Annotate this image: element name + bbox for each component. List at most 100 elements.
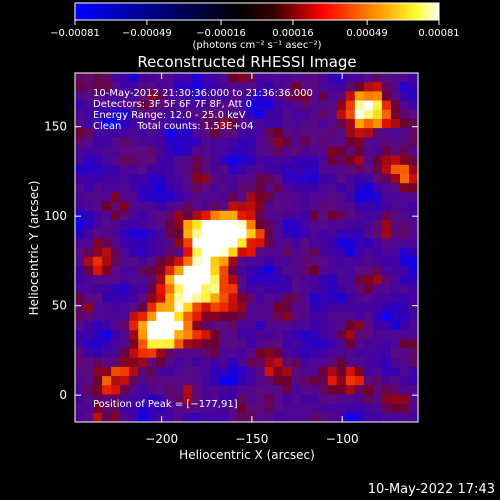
heatmap-cell: [165, 174, 175, 184]
heatmap-cell: [264, 275, 275, 285]
heatmap-cell: [174, 412, 184, 422]
heatmap-cell: [129, 348, 139, 359]
heatmap-cell: [237, 412, 248, 422]
heatmap-cell: [300, 275, 311, 285]
heatmap-cell: [219, 146, 230, 157]
heatmap-cell: [264, 412, 275, 422]
heatmap-cell: [309, 275, 320, 285]
heatmap-cell: [327, 330, 338, 340]
heatmap-cell: [219, 265, 230, 276]
heatmap-cell: [255, 302, 266, 313]
heatmap-cell: [156, 348, 166, 359]
heatmap-cell: [228, 238, 239, 249]
heatmap-cell: [408, 183, 418, 193]
heatmap-cell: [111, 357, 121, 368]
heatmap-cell: [255, 412, 266, 422]
heatmap-cell: [192, 219, 202, 230]
heatmap-cell: [381, 174, 392, 184]
heatmap-cell: [354, 247, 365, 258]
heatmap-cell: [219, 137, 230, 148]
heatmap-cell: [228, 73, 239, 83]
heatmap-cell: [183, 100, 193, 111]
heatmap-cell: [183, 91, 193, 102]
heatmap-cell: [228, 284, 239, 295]
heatmap-cell: [111, 256, 121, 267]
heatmap-cell: [327, 302, 338, 313]
heatmap-cell: [174, 118, 184, 129]
heatmap-cell: [174, 137, 184, 148]
heatmap-cell: [111, 82, 121, 92]
heatmap-cell: [174, 339, 184, 350]
heatmap-cell: [300, 348, 311, 359]
heatmap-cell: [138, 201, 148, 212]
heatmap-cell: [273, 357, 284, 368]
heatmap-cell: [345, 174, 356, 184]
heatmap-cell: [165, 376, 175, 386]
heatmap-cell: [75, 118, 85, 129]
heatmap-cell: [84, 293, 94, 304]
heatmap-cell: [390, 302, 401, 313]
heatmap-cell: [408, 385, 418, 396]
heatmap-cell: [147, 137, 157, 148]
heatmap-cell: [255, 137, 266, 148]
heatmap-cell: [291, 137, 302, 148]
heatmap-cell: [201, 376, 211, 386]
heatmap-cell: [111, 412, 121, 422]
heatmap-cell: [120, 155, 130, 166]
heatmap-cell: [102, 412, 112, 422]
heatmap-cell: [273, 118, 284, 129]
heatmap-cell: [201, 412, 211, 422]
heatmap-cell: [93, 229, 103, 239]
heatmap-cell: [201, 357, 211, 368]
heatmap-cell: [399, 376, 410, 386]
heatmap-cell: [156, 293, 166, 304]
heatmap-cell: [291, 183, 302, 193]
heatmap-cell: [282, 118, 293, 129]
heatmap-cell: [174, 146, 184, 157]
heatmap-cell: [192, 137, 202, 148]
colorbar-tick-label: 0.00049: [346, 28, 387, 39]
heatmap-cell: [246, 320, 257, 331]
heatmap-cell: [354, 385, 365, 396]
heatmap-cell: [309, 403, 320, 414]
heatmap-cell: [237, 339, 248, 350]
heatmap-cell: [309, 219, 320, 230]
heatmap-cell: [246, 293, 257, 304]
footer-timestamp: 10-May-2022 17:43: [368, 482, 495, 497]
heatmap-cell: [183, 394, 193, 405]
heatmap-cell: [138, 137, 148, 148]
heatmap-cell: [318, 164, 329, 175]
heatmap-cell: [282, 302, 293, 313]
heatmap-cell: [318, 82, 329, 92]
heatmap-cell: [192, 330, 202, 340]
heatmap-cell: [192, 293, 202, 304]
heatmap-cell: [192, 229, 202, 239]
heatmap-cell: [309, 330, 320, 340]
heatmap-cell: [273, 265, 284, 276]
heatmap-cell: [228, 348, 239, 359]
heatmap-cell: [381, 128, 392, 138]
heatmap-cell: [327, 109, 338, 120]
heatmap-cell: [120, 146, 130, 157]
heatmap-cell: [102, 229, 112, 239]
heatmap-cell: [237, 320, 248, 331]
heatmap-cell: [174, 100, 184, 111]
heatmap-cell: [84, 394, 94, 405]
heatmap-cell: [399, 265, 410, 276]
heatmap-cell: [183, 247, 193, 258]
heatmap-cell: [300, 155, 311, 166]
heatmap-cell: [318, 320, 329, 331]
heatmap-cell: [237, 137, 248, 148]
heatmap-cell: [201, 339, 211, 350]
heatmap-cell: [381, 302, 392, 313]
heatmap-cell: [327, 229, 338, 239]
heatmap-cell: [246, 73, 257, 83]
heatmap-cell: [138, 118, 148, 129]
heatmap-cell: [291, 91, 302, 102]
heatmap-cell: [327, 210, 338, 221]
heatmap-cell: [381, 339, 392, 350]
heatmap-cell: [345, 284, 356, 295]
heatmap-cell: [408, 201, 418, 212]
heatmap-cell: [336, 330, 347, 340]
heatmap-cell: [399, 293, 410, 304]
